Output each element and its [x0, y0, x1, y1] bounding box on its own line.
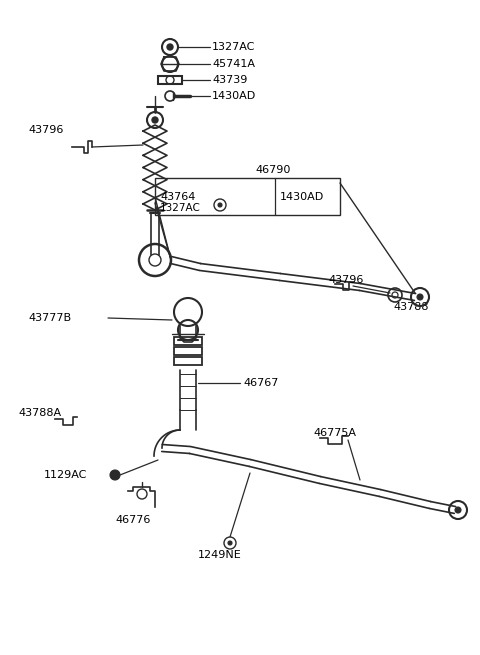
Circle shape: [455, 507, 461, 513]
Text: 43777B: 43777B: [28, 313, 71, 323]
Text: 46775A: 46775A: [313, 428, 356, 438]
Text: 1327AC: 1327AC: [212, 42, 255, 52]
Text: 43739: 43739: [212, 75, 247, 85]
Circle shape: [110, 470, 120, 480]
Text: 43764: 43764: [160, 192, 195, 202]
Bar: [155, 178, 340, 215]
Text: 1129AC: 1129AC: [44, 470, 87, 480]
Bar: [174, 357, 202, 365]
Text: 1430AD: 1430AD: [280, 192, 324, 202]
Text: 46790: 46790: [255, 165, 290, 175]
Text: 43788: 43788: [393, 302, 429, 312]
Text: 1249NE: 1249NE: [198, 550, 242, 560]
Text: 43796: 43796: [28, 125, 63, 135]
Text: 43788A: 43788A: [18, 408, 61, 418]
Circle shape: [167, 44, 173, 50]
Text: 45741A: 45741A: [212, 59, 255, 69]
Text: 43796: 43796: [328, 275, 363, 285]
Circle shape: [228, 541, 232, 545]
Circle shape: [417, 294, 423, 300]
Bar: [174, 347, 202, 355]
Circle shape: [152, 117, 158, 123]
Text: 1327AC: 1327AC: [160, 203, 201, 213]
Text: 1430AD: 1430AD: [212, 91, 256, 101]
Text: 46767: 46767: [243, 378, 278, 388]
Bar: [158, 76, 182, 84]
Circle shape: [218, 203, 222, 207]
Text: 46776: 46776: [115, 515, 150, 525]
Bar: [174, 337, 202, 345]
